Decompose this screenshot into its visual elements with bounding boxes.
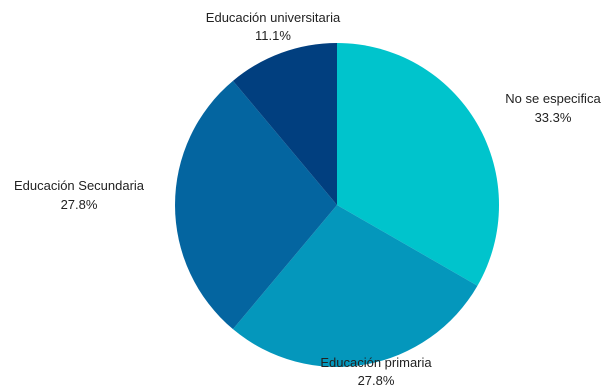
pie-slice-2 bbox=[175, 80, 337, 330]
slice-label-name-0: No se especifica bbox=[505, 91, 601, 106]
slice-label-value-2: 27.8% bbox=[61, 197, 98, 212]
pie-slice-1 bbox=[232, 205, 478, 367]
slice-label-name-1: Educación primaria bbox=[320, 355, 432, 370]
slice-label-value-1: 27.8% bbox=[358, 373, 395, 387]
slice-label-value-0: 33.3% bbox=[535, 110, 572, 125]
pie-slices bbox=[175, 43, 500, 367]
slice-label-name-2: Educación Secundaria bbox=[14, 178, 145, 193]
slice-label-name-3: Educación universitaria bbox=[206, 10, 341, 25]
pie-slice-3 bbox=[232, 43, 337, 205]
slice-label-value-3: 11.1% bbox=[255, 28, 291, 43]
pie-slice-0 bbox=[337, 43, 500, 286]
pie-labels: No se especifica 33.3% Educación primari… bbox=[14, 10, 602, 387]
